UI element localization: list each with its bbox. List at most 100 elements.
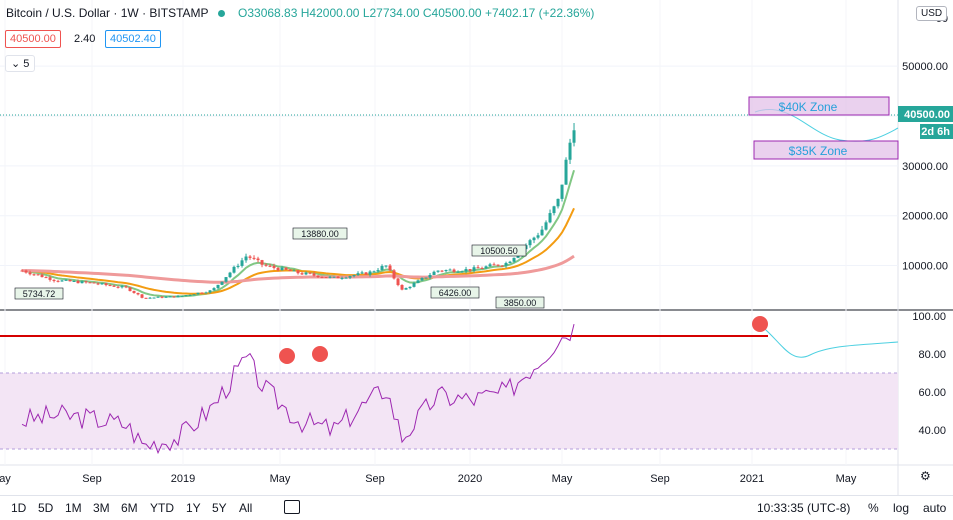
- candle: [104, 283, 108, 286]
- rsi-band: [0, 373, 898, 449]
- timeframe-6m[interactable]: 6M: [121, 501, 138, 515]
- candle: [292, 270, 296, 272]
- rsi-projection: [759, 324, 899, 358]
- rsi-label: 100.00: [912, 311, 946, 323]
- candle: [160, 296, 164, 298]
- time-label: ay: [0, 473, 11, 485]
- rsi-label: 60.00: [918, 387, 946, 399]
- price-label: 10000.00: [902, 261, 948, 273]
- candle: [472, 267, 476, 271]
- time-label: 2020: [458, 473, 482, 485]
- timeframe-1m[interactable]: 1M: [65, 501, 82, 515]
- candle: [456, 271, 460, 273]
- candle: [288, 269, 292, 272]
- candle: [424, 277, 428, 279]
- candle: [52, 279, 56, 281]
- candle: [208, 290, 212, 293]
- candle: [252, 257, 256, 259]
- candle: [284, 267, 288, 270]
- price-label-text: 5734.72: [23, 289, 56, 299]
- candle: [276, 267, 280, 271]
- labels: 13880.00 10500.50 5734.72 6426.00 3850.00: [14, 227, 545, 309]
- timeframe-ytd[interactable]: YTD: [150, 501, 174, 515]
- price-axis[interactable]: 50000.0030000.0020000.0010000.0060100.00…: [898, 13, 953, 437]
- candle: [240, 260, 244, 266]
- timeframe-1y[interactable]: 1Y: [186, 501, 201, 515]
- candle: [508, 261, 512, 264]
- price-label-box: [471, 244, 527, 257]
- spread-value: 2.40: [74, 33, 96, 45]
- candle: [100, 283, 104, 285]
- price-label-box: [430, 286, 480, 299]
- candle: [152, 297, 156, 299]
- candle: [196, 292, 200, 295]
- time-label: Sep: [365, 473, 385, 485]
- timeframe-5y[interactable]: 5Y: [212, 501, 227, 515]
- clock: 10:33:35 (UTC-8): [757, 501, 851, 515]
- candle: [36, 274, 40, 276]
- countdown-label: 2d 6h: [921, 126, 950, 138]
- candle: [192, 294, 196, 296]
- time-label: Sep: [82, 473, 102, 485]
- rsi-pane: [0, 316, 899, 455]
- time-label: 2021: [740, 473, 764, 485]
- candle: [216, 284, 220, 289]
- candle: [204, 292, 208, 294]
- candle: [28, 272, 32, 275]
- currency-badge[interactable]: USD: [916, 6, 948, 21]
- sell-button[interactable]: 40500.00: [5, 30, 61, 48]
- rsi-label: 40.00: [918, 425, 946, 437]
- timeframe-5d[interactable]: 5D: [38, 501, 54, 515]
- auto-toggle[interactable]: auto: [923, 501, 947, 515]
- candle: [316, 275, 320, 278]
- rsi-peak-marker: [752, 316, 768, 332]
- candle: [428, 274, 432, 278]
- timeframe-1d[interactable]: 1D: [11, 501, 27, 515]
- candle: [352, 275, 356, 277]
- candle: [480, 268, 484, 270]
- candle: [84, 281, 88, 283]
- candle: [144, 297, 148, 299]
- percent-toggle[interactable]: %: [868, 501, 879, 515]
- candle: [116, 286, 120, 288]
- indicators-toggle[interactable]: ⌄ 5: [5, 55, 36, 72]
- candle: [488, 264, 492, 267]
- calendar-icon[interactable]: [284, 500, 300, 514]
- log-toggle[interactable]: log: [893, 501, 910, 515]
- candle: [420, 277, 424, 281]
- candle: [484, 266, 488, 269]
- candle: [436, 270, 440, 272]
- rsi-line: [21, 324, 575, 455]
- candle: [92, 282, 96, 284]
- symbol-name[interactable]: Bitcoin / U.S. Dollar: [6, 6, 111, 20]
- gear-icon[interactable]: ⚙: [920, 469, 931, 483]
- candle: [468, 269, 472, 271]
- time-label: Sep: [650, 473, 670, 485]
- price-label-text: 13880.00: [301, 229, 339, 239]
- high-value: H42000.00: [300, 6, 360, 20]
- candle: [340, 277, 344, 279]
- ema-slow: [22, 254, 575, 284]
- candle: [156, 296, 160, 298]
- candle: [476, 267, 480, 269]
- bottom-toolbar: 1D 5D 1M 3M 6M YTD 1Y 5Y All 10:33:35 (UTC-8) % …: [0, 469, 953, 520]
- candle: [416, 280, 420, 284]
- candle: [260, 260, 264, 265]
- candle: [172, 296, 176, 298]
- low-value: L27734.00: [362, 6, 420, 20]
- candle: [280, 267, 284, 271]
- timeframe-all[interactable]: All: [239, 501, 253, 515]
- countdown-tag: [920, 124, 953, 139]
- candle: [560, 184, 564, 199]
- candle: [344, 277, 348, 279]
- candle: [448, 269, 452, 271]
- zone-40k: [748, 96, 890, 116]
- time-label: 2019: [171, 473, 195, 485]
- chevron-down-icon: ⌄: [11, 58, 21, 70]
- price-label-box: [14, 287, 64, 300]
- timeframe-3m[interactable]: 3M: [93, 501, 110, 515]
- buy-button[interactable]: 40502.40: [105, 30, 161, 48]
- candle: [336, 276, 340, 279]
- price-label-text: 3850.00: [504, 298, 537, 308]
